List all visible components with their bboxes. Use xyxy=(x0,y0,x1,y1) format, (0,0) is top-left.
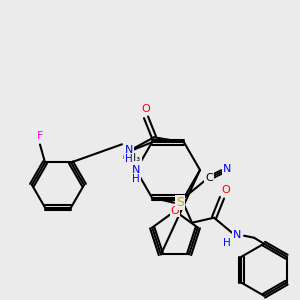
Text: CH₃: CH₃ xyxy=(123,153,141,163)
Text: N: N xyxy=(223,164,231,174)
Text: H: H xyxy=(125,154,133,164)
Text: H: H xyxy=(223,238,231,248)
Text: S: S xyxy=(176,196,184,209)
Text: N: N xyxy=(125,145,133,155)
Text: N: N xyxy=(233,230,241,240)
Text: C: C xyxy=(205,173,213,183)
Text: H: H xyxy=(132,174,140,184)
Text: N: N xyxy=(132,165,140,175)
Text: O: O xyxy=(142,104,150,114)
Text: O: O xyxy=(222,185,230,195)
Text: O: O xyxy=(171,206,179,216)
Text: F: F xyxy=(37,131,43,142)
